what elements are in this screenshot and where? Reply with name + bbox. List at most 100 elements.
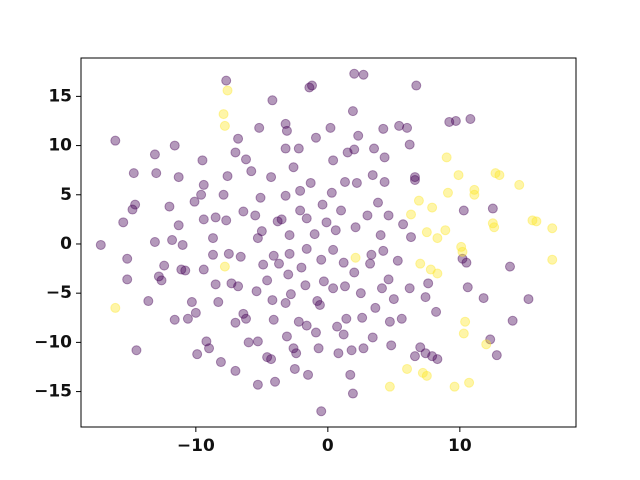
point [396, 313, 407, 324]
point [453, 170, 464, 181]
point [316, 254, 327, 265]
point [222, 85, 233, 96]
point [230, 365, 241, 376]
point [296, 262, 307, 273]
point [159, 260, 170, 271]
point [293, 316, 304, 327]
point [131, 345, 142, 356]
point [198, 264, 209, 275]
point [281, 331, 292, 342]
point [362, 210, 373, 221]
point [266, 172, 277, 183]
x-tick-label: 0 [322, 436, 334, 456]
point [182, 313, 193, 324]
y-tick-label: 10 [48, 136, 72, 156]
point [456, 241, 467, 252]
point [252, 233, 263, 244]
point [461, 257, 472, 268]
point [378, 123, 389, 134]
point [130, 199, 141, 210]
point [481, 339, 492, 350]
point [358, 69, 369, 80]
point [523, 294, 534, 305]
point [351, 177, 362, 188]
point [305, 177, 316, 188]
point [321, 217, 332, 228]
point [303, 369, 314, 380]
point [164, 201, 175, 212]
point [340, 281, 350, 292]
y-tick-label: −15 [34, 382, 72, 402]
point [118, 217, 129, 228]
point [268, 314, 279, 325]
point [425, 264, 436, 275]
point [156, 275, 167, 286]
point [415, 258, 426, 269]
point [310, 327, 321, 338]
point [420, 292, 431, 303]
point [208, 233, 218, 244]
point [326, 187, 337, 198]
point [262, 352, 273, 363]
point [340, 176, 350, 187]
point [267, 295, 278, 306]
point [411, 80, 422, 91]
point [432, 268, 443, 279]
point [251, 286, 262, 297]
point [280, 298, 291, 309]
point [307, 80, 317, 91]
point [250, 210, 261, 221]
point [406, 232, 416, 243]
point [478, 293, 489, 304]
point [235, 251, 246, 262]
point [507, 315, 518, 326]
point [173, 172, 184, 183]
point [491, 350, 502, 361]
point [369, 143, 380, 154]
point [221, 75, 232, 86]
point [167, 235, 178, 246]
point [402, 122, 413, 133]
point [169, 314, 180, 325]
point [149, 237, 160, 248]
point [252, 379, 263, 390]
point [367, 332, 378, 343]
point [404, 139, 415, 150]
point [353, 130, 364, 141]
point [367, 170, 378, 181]
point [186, 297, 197, 308]
point [289, 363, 300, 374]
y-tick-label: 5 [60, 185, 72, 205]
point [295, 205, 306, 216]
point [189, 196, 200, 207]
point [238, 308, 249, 319]
point [295, 185, 306, 196]
point [284, 248, 295, 259]
point [272, 216, 283, 227]
x-tick-label: 10 [448, 436, 472, 456]
point [330, 225, 341, 236]
point [469, 184, 480, 195]
point [266, 354, 277, 365]
point [465, 114, 476, 125]
point [341, 313, 352, 324]
point [300, 280, 311, 291]
point [345, 369, 356, 380]
point [143, 296, 154, 307]
point [221, 215, 232, 226]
point [442, 187, 453, 198]
point [95, 239, 106, 250]
point [180, 265, 191, 276]
point [314, 299, 325, 310]
point [404, 283, 415, 294]
point [388, 294, 399, 305]
point [457, 253, 468, 264]
point [190, 307, 201, 318]
point [384, 316, 395, 327]
point [432, 233, 443, 244]
point [230, 317, 241, 328]
point [420, 348, 431, 359]
point [464, 377, 475, 388]
point [328, 155, 339, 166]
